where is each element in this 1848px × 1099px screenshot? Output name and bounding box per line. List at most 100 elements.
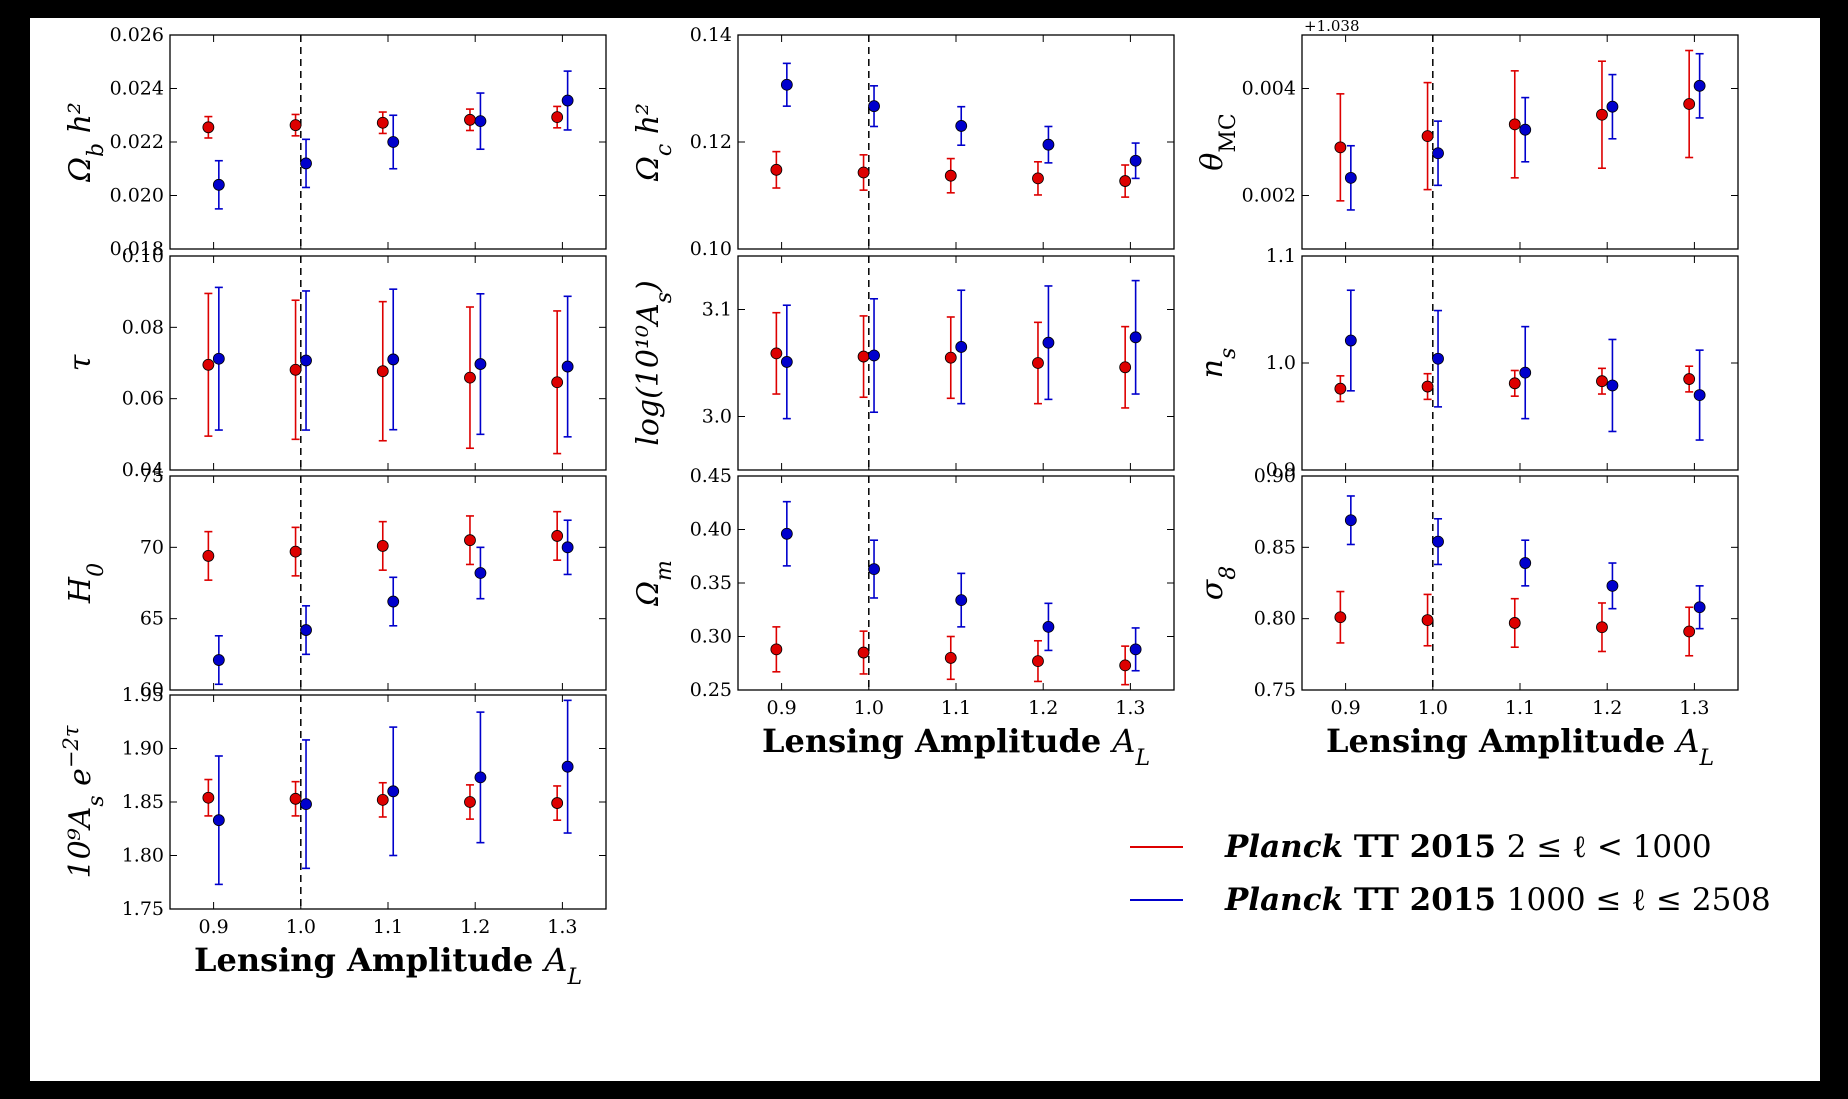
y-axis-label: τ — [63, 354, 98, 371]
axes-frame — [737, 34, 1175, 250]
data-point — [387, 353, 400, 366]
y-tick-label: 0.10 — [122, 245, 164, 267]
data-point — [1432, 147, 1444, 160]
data-point — [474, 567, 487, 579]
data-point — [1606, 379, 1619, 392]
data-point — [202, 549, 215, 562]
y-tick-label: 65 — [140, 608, 164, 630]
subplot-4: 0.04 0.06 0.08 0.10 τ — [63, 245, 607, 481]
data-point — [376, 116, 389, 129]
data-point — [1432, 352, 1444, 365]
subplot-3: 0.002 0.004 +1.038 θMC — [1195, 18, 1739, 250]
y-tick-label: 0.9 — [1266, 459, 1296, 481]
subplot-5: 3.0 3.1 log(10¹⁰As) — [631, 255, 1175, 471]
data-point — [1032, 655, 1044, 668]
data-point — [561, 360, 574, 373]
data-point — [1344, 334, 1357, 347]
y-tick-label: 0.25 — [690, 679, 732, 701]
y-axis-label: log(10¹⁰As) — [631, 280, 677, 445]
data-point — [955, 120, 968, 132]
y-tick-label: 0.14 — [690, 24, 732, 46]
y-tick-label: 0.90 — [1254, 465, 1296, 487]
data-point — [1421, 130, 1434, 143]
y-tick-label: 1.90 — [122, 738, 164, 760]
data-point — [212, 178, 225, 191]
axes-frame — [169, 255, 607, 471]
data-point — [212, 654, 225, 666]
data-point — [289, 119, 302, 132]
data-point — [1693, 389, 1706, 402]
subplot-1: 0.018 0.020 0.022 0.024 0.026 Ωb h² — [63, 24, 607, 260]
y-tick-label: 0.10 — [690, 238, 732, 260]
data-point — [387, 595, 400, 608]
data-point — [857, 166, 870, 179]
axes-frame — [737, 475, 1175, 691]
data-point — [770, 163, 783, 176]
data-point — [1129, 154, 1142, 167]
data-point — [780, 527, 793, 540]
data-point — [387, 136, 400, 148]
x-tick-label: 0.9 — [1330, 697, 1360, 719]
legend-label: Planck TT 2015 1000 ≤ ℓ ≤ 2508 — [1224, 882, 1771, 918]
data-point — [1519, 366, 1532, 379]
axis-offset-label: +1.038 — [1304, 18, 1360, 35]
data-point — [1606, 579, 1619, 592]
data-point — [561, 760, 574, 773]
data-point — [212, 352, 225, 365]
y-axis-label: H0 — [63, 563, 109, 604]
data-point — [376, 365, 389, 378]
data-point — [944, 169, 957, 182]
data-point — [464, 371, 476, 384]
y-tick-label: 0.06 — [122, 388, 164, 410]
data-point — [551, 111, 564, 124]
y-tick-label: 0.002 — [1242, 185, 1296, 207]
data-point — [202, 791, 215, 804]
y-axis-label: 10⁹As e−2τ — [59, 725, 109, 878]
data-point — [955, 341, 968, 353]
y-tick-label: 0.45 — [690, 465, 732, 487]
data-point — [289, 792, 302, 805]
data-point — [300, 798, 312, 811]
data-point — [780, 356, 793, 368]
data-point — [474, 771, 487, 784]
x-axis-label: Lensing Amplitude AL — [194, 941, 582, 990]
data-point — [1596, 621, 1608, 634]
x-tick-label: 1.2 — [1028, 697, 1058, 719]
y-tick-label: 1.95 — [122, 684, 164, 706]
data-point — [1693, 79, 1706, 92]
x-tick-label: 1.0 — [854, 697, 884, 719]
data-point — [376, 540, 389, 552]
data-point — [1119, 175, 1132, 187]
data-point — [202, 121, 215, 134]
y-tick-label: 0.020 — [110, 185, 164, 207]
data-point — [1508, 118, 1521, 131]
data-point — [1042, 620, 1055, 633]
data-point — [1042, 336, 1055, 349]
y-tick-label: 3.1 — [702, 299, 732, 321]
data-point — [868, 349, 880, 362]
data-point — [944, 351, 957, 364]
x-tick-label: 1.3 — [547, 916, 577, 938]
subplot-10: 1.75 1.80 1.85 1.90 1.95 0.9 1.0 1.1 1.2 1.3 10⁹As… — [59, 684, 607, 990]
x-tick-label: 1.1 — [373, 916, 403, 938]
x-tick-label: 1.3 — [1115, 697, 1145, 719]
y-tick-label: 0.022 — [110, 131, 164, 153]
data-point — [868, 563, 880, 575]
data-point — [868, 100, 880, 113]
y-axis-label: θMC — [1195, 113, 1241, 170]
legend-label: Planck TT 2015 2 ≤ ℓ < 1000 — [1224, 829, 1712, 865]
data-point — [1334, 611, 1347, 624]
data-point — [1693, 601, 1706, 614]
axes-frame — [169, 475, 607, 691]
data-point — [1432, 535, 1444, 548]
y-axis-label: σ8 — [1195, 566, 1241, 600]
data-point — [1129, 643, 1142, 656]
y-axis-label: Ωb h² — [63, 102, 109, 183]
data-point — [474, 358, 487, 370]
y-tick-label: 60 — [140, 679, 164, 701]
data-point — [300, 157, 312, 170]
y-tick-label: 70 — [140, 536, 164, 558]
axes-frame — [1301, 255, 1739, 471]
data-point — [387, 785, 400, 798]
y-tick-label: 0.75 — [1254, 679, 1296, 701]
